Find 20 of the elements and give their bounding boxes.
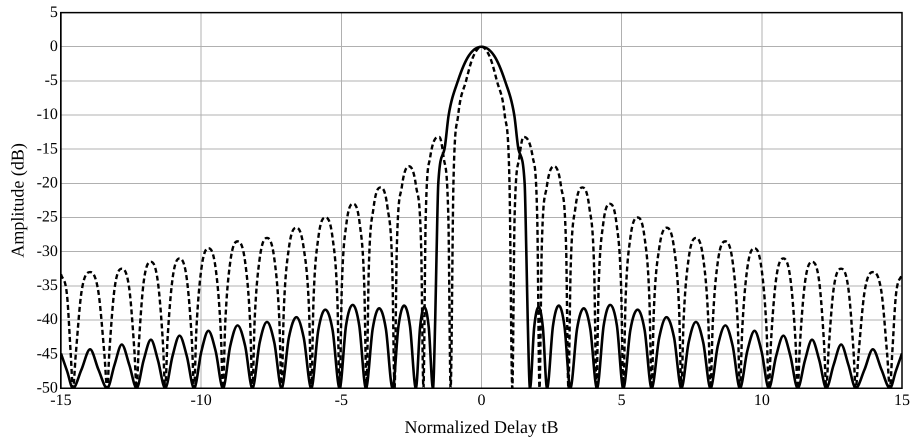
y-tick-label: -50 <box>36 379 58 396</box>
x-axis-title: Normalized Delay tB <box>404 416 558 437</box>
x-tick-label: 10 <box>754 392 770 410</box>
x-tick-label: -5 <box>334 392 348 410</box>
y-tick-label: -45 <box>36 345 58 362</box>
x-tick-label: 15 <box>894 392 910 410</box>
y-tick-label: -20 <box>36 174 58 192</box>
y-tick-label: -30 <box>36 242 58 260</box>
y-tick-label: -40 <box>36 311 58 328</box>
y-axis-title: Amplitude (dB) <box>8 143 28 258</box>
x-tick-label: 5 <box>618 392 626 410</box>
y-tick-label: -35 <box>36 276 58 294</box>
y-tick-label: -25 <box>36 208 58 226</box>
y-tick-label: -10 <box>36 106 58 124</box>
y-tick-label: 0 <box>50 38 58 55</box>
x-tick-label: 0 <box>477 392 486 410</box>
y-tick-label: -5 <box>44 72 58 90</box>
y-tick-label: -15 <box>36 140 58 158</box>
x-tick-label: -10 <box>190 392 212 410</box>
y-tick-label: 5 <box>50 4 58 21</box>
